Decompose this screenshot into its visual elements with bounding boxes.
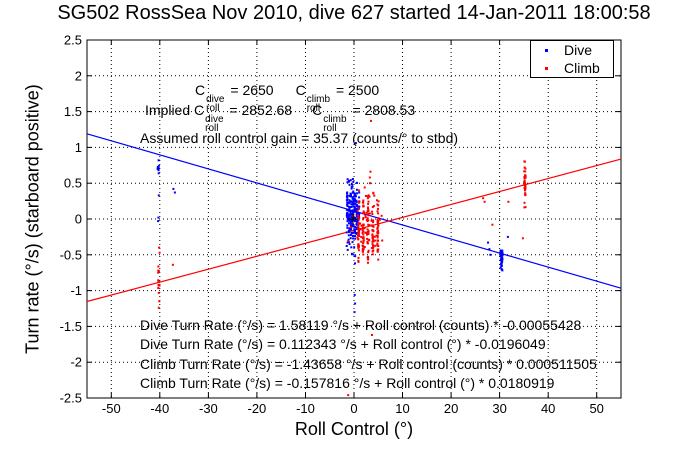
- dive-fit-degrees-annotation: Dive Turn Rate (°/s) = 0.112343 °/s + Ro…: [140, 336, 546, 352]
- legend-label-climb: Climb: [564, 60, 600, 76]
- svg-text:20: 20: [444, 401, 458, 416]
- svg-text:-20: -20: [248, 401, 267, 416]
- svg-text:-30: -30: [199, 401, 218, 416]
- c-roll-dive-value: = 2650: [226, 82, 274, 98]
- climb-points: [157, 119, 527, 397]
- legend-entry-dive: Dive: [531, 41, 613, 59]
- svg-text:1: 1: [75, 140, 82, 155]
- svg-text:2.5: 2.5: [64, 33, 82, 48]
- dive-points: [156, 142, 509, 314]
- implied-c-roll-climb-base: C: [312, 102, 323, 118]
- svg-text:0: 0: [350, 401, 357, 416]
- svg-text:50: 50: [589, 401, 603, 416]
- axis-ticks: [87, 39, 621, 399]
- svg-text:40: 40: [541, 401, 555, 416]
- svg-text:0: 0: [75, 212, 82, 227]
- implied-prefix: Implied: [145, 102, 195, 118]
- svg-text:30: 30: [492, 401, 506, 416]
- climb-fit-counts-annotation: Climb Turn Rate (°/s) = -1.43658 °/s + R…: [140, 356, 597, 372]
- implied-c-roll-dive-supsub: dive roll: [205, 114, 224, 134]
- svg-text:-2.5: -2.5: [60, 391, 82, 406]
- x-tick-labels: -50 -40 -30 -20 -10 0 10 20 30 40 50: [102, 401, 604, 416]
- roll-gain-annotation: Assumed roll control gain = 35.37 (count…: [140, 130, 459, 146]
- svg-text:-2: -2: [70, 355, 82, 370]
- svg-text:2: 2: [75, 68, 82, 83]
- y-tick-labels: -2.5 -2 -1.5 -1 -0.5 0 0.5 1 1.5 2 2.5: [60, 33, 82, 406]
- implied-c-roll-dive-base: C: [194, 102, 205, 118]
- figure-title: SG502 RossSea Nov 2010, dive 627 started…: [57, 2, 651, 24]
- svg-text:10: 10: [395, 401, 409, 416]
- x-axis-label: Roll Control (°): [294, 419, 414, 439]
- svg-text:-50: -50: [102, 401, 121, 416]
- dive-fit-counts-annotation: Dive Turn Rate (°/s) = 1.58119 °/s + Rol…: [140, 317, 582, 333]
- svg-text:-0.5: -0.5: [60, 247, 82, 262]
- c-roll-dive-supsub: dive roll: [206, 94, 225, 114]
- climb-fit-degrees-annotation: Climb Turn Rate (°/s) = -0.157816 °/s + …: [140, 375, 555, 391]
- svg-text:0.5: 0.5: [64, 176, 82, 191]
- y-axis-label: Turn rate (°/s) (starboard positive): [22, 84, 43, 354]
- c-roll-climb-base: C: [295, 82, 306, 98]
- implied-c-roll-dive-value: = 2852.68: [225, 102, 293, 118]
- implied-c-roll-climb-value: = 2808.53: [348, 102, 416, 118]
- c-roll-dive-base: C: [195, 82, 206, 98]
- svg-text:-10: -10: [296, 401, 315, 416]
- legend-label-dive: Dive: [564, 42, 593, 58]
- svg-text:-40: -40: [150, 401, 169, 416]
- dive-marker-icon: [545, 48, 548, 52]
- plot-border: [86, 39, 622, 399]
- c-roll-climb-supsub: climb roll: [306, 94, 331, 114]
- svg-text:1.5: 1.5: [64, 104, 82, 119]
- climb-marker-icon: [545, 66, 548, 70]
- legend[interactable]: Dive Climb: [530, 40, 614, 78]
- legend-entry-climb: Climb: [531, 59, 613, 77]
- origin-plus-marker: [348, 214, 359, 224]
- svg-text:-1.5: -1.5: [60, 319, 82, 334]
- implied-c-roll-climb-supsub: climb roll: [323, 114, 347, 134]
- c-roll-climb-value: = 2500: [332, 82, 380, 98]
- svg-text:-1: -1: [70, 283, 82, 298]
